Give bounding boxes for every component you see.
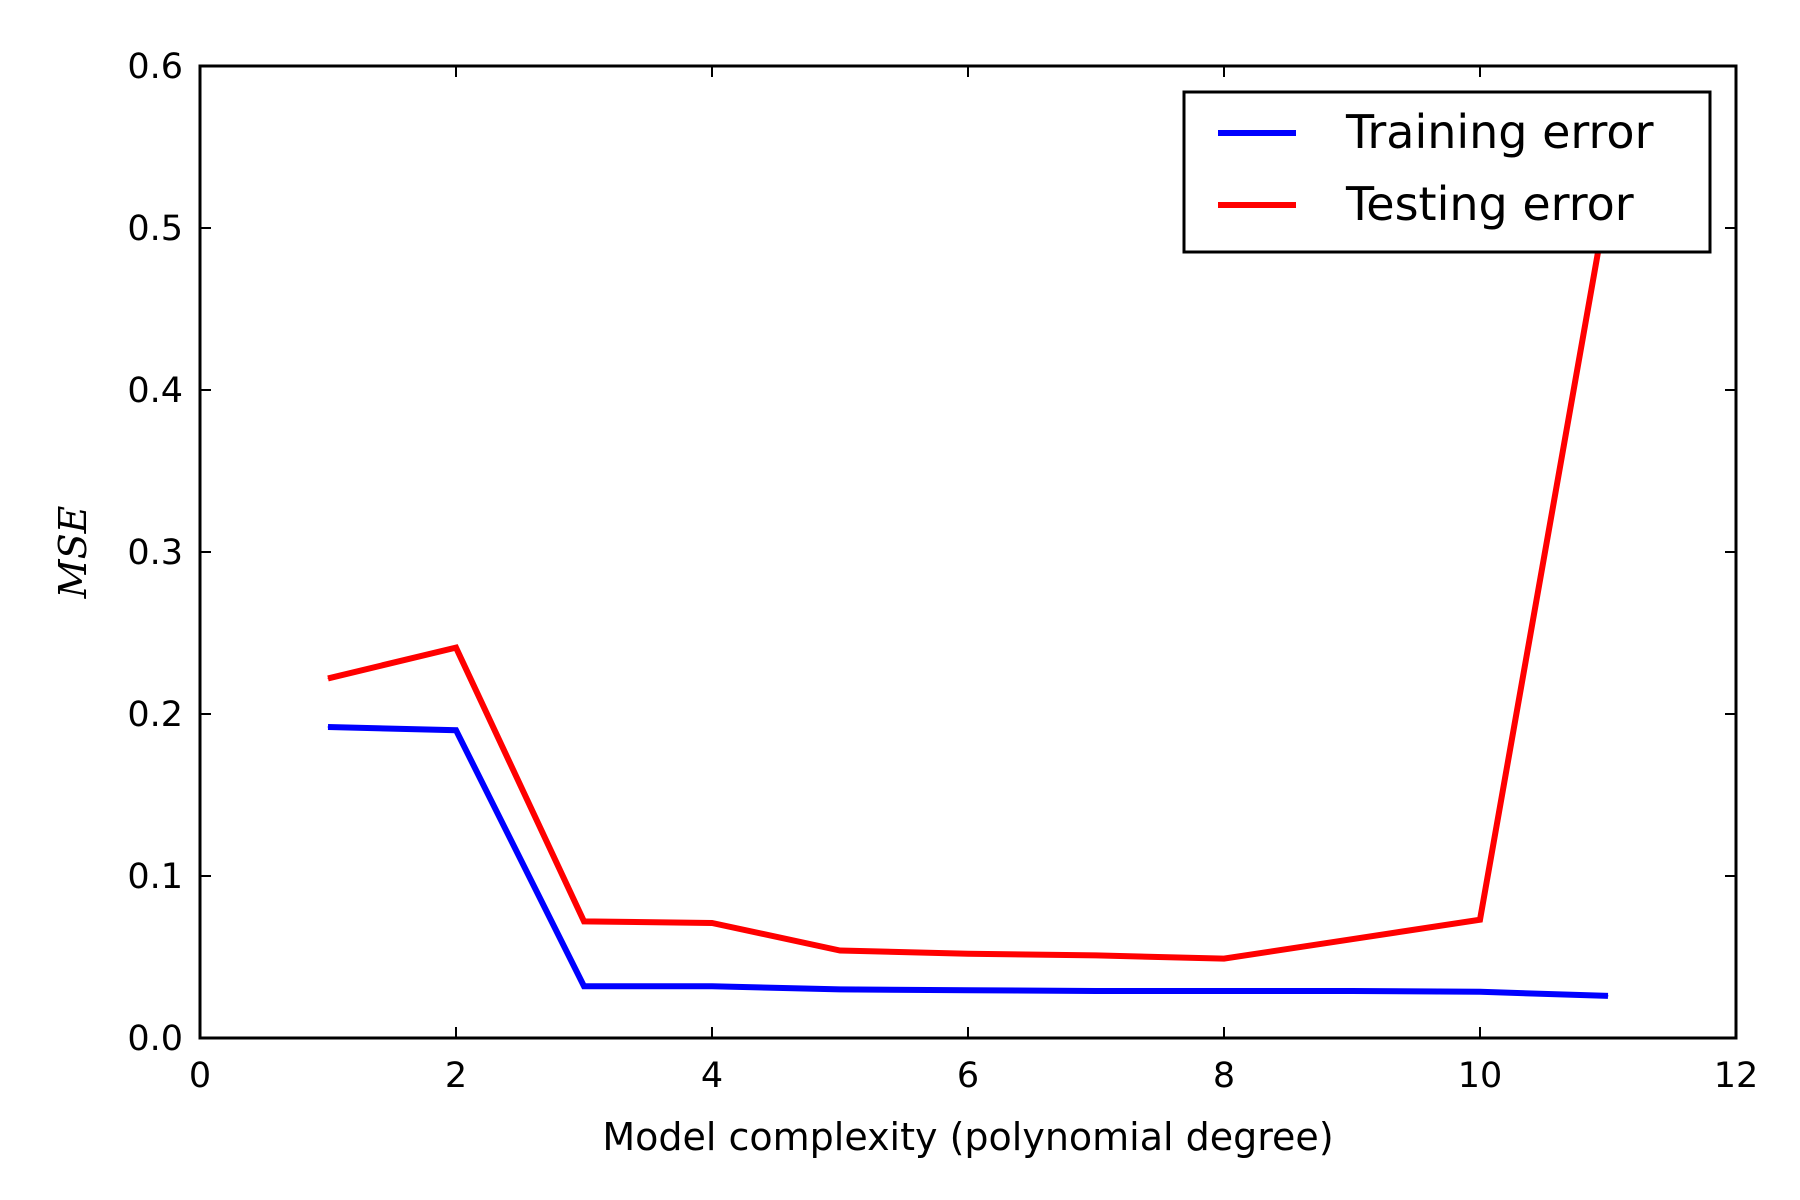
data-point-training-error-7 <box>1095 990 1097 992</box>
x-tick-label: 6 <box>957 1056 979 1096</box>
data-point-testing-error-2 <box>455 647 457 649</box>
data-point-training-error-9 <box>1351 990 1353 992</box>
x-tick-label: 10 <box>1458 1056 1503 1096</box>
data-point-training-error-8 <box>1223 990 1225 992</box>
x-axis-label: Model complexity (polynomial degree) <box>602 1115 1333 1159</box>
y-tick-label: 0.2 <box>127 695 183 735</box>
data-point-training-error-5 <box>839 988 841 990</box>
y-tick-label: 0.4 <box>127 371 183 411</box>
x-tick-label: 2 <box>445 1056 467 1096</box>
data-point-testing-error-3 <box>583 920 585 922</box>
data-point-training-error-2 <box>455 729 457 731</box>
x-tick-label: 12 <box>1714 1056 1759 1096</box>
x-tick-label: 4 <box>701 1056 723 1096</box>
series-line-testing-error <box>327 195 1611 962</box>
data-point-testing-error-7 <box>1095 954 1097 956</box>
data-point-testing-error-4 <box>711 922 713 924</box>
y-tick-label: 0.1 <box>127 857 183 897</box>
y-axis-label: MSE <box>51 505 95 599</box>
legend-label-testing: Testing error <box>1345 177 1634 231</box>
data-point-training-error-1 <box>327 726 329 728</box>
legend-label-training: Training error <box>1345 105 1654 159</box>
data-point-testing-error-6 <box>967 953 969 955</box>
y-tick-label: 0.3 <box>127 533 183 573</box>
y-tick-label: 0.5 <box>127 209 183 249</box>
data-point-training-error-4 <box>711 985 713 987</box>
legend: Training error Testing error <box>1182 90 1712 254</box>
data-point-testing-error-10 <box>1479 919 1481 921</box>
data-point-testing-error-9 <box>1351 938 1353 940</box>
x-tick-label: 0 <box>189 1056 211 1096</box>
data-point-training-error-10 <box>1479 991 1481 993</box>
y-tick-label: 0.0 <box>127 1019 183 1059</box>
ticks-group: 0 2 4 6 8 10 12 0.0 0.1 0.2 0.3 0.4 0.5 0.6 <box>127 47 1758 1096</box>
data-point-testing-error-8 <box>1223 958 1225 960</box>
data-point-training-error-11 <box>1607 995 1609 997</box>
data-point-training-error-6 <box>967 989 969 991</box>
x-tick-label: 8 <box>1213 1056 1235 1096</box>
data-point-testing-error-5 <box>839 950 841 952</box>
data-point-training-error-3 <box>583 985 585 987</box>
y-tick-label: 0.6 <box>127 47 183 87</box>
series-group <box>327 195 1611 999</box>
legend-box <box>1182 90 1712 254</box>
data-point-testing-error-1 <box>327 677 329 679</box>
plot-area: 0 2 4 6 8 10 12 0.0 0.1 0.2 0.3 0.4 0.5 0.6 <box>127 47 1758 1096</box>
